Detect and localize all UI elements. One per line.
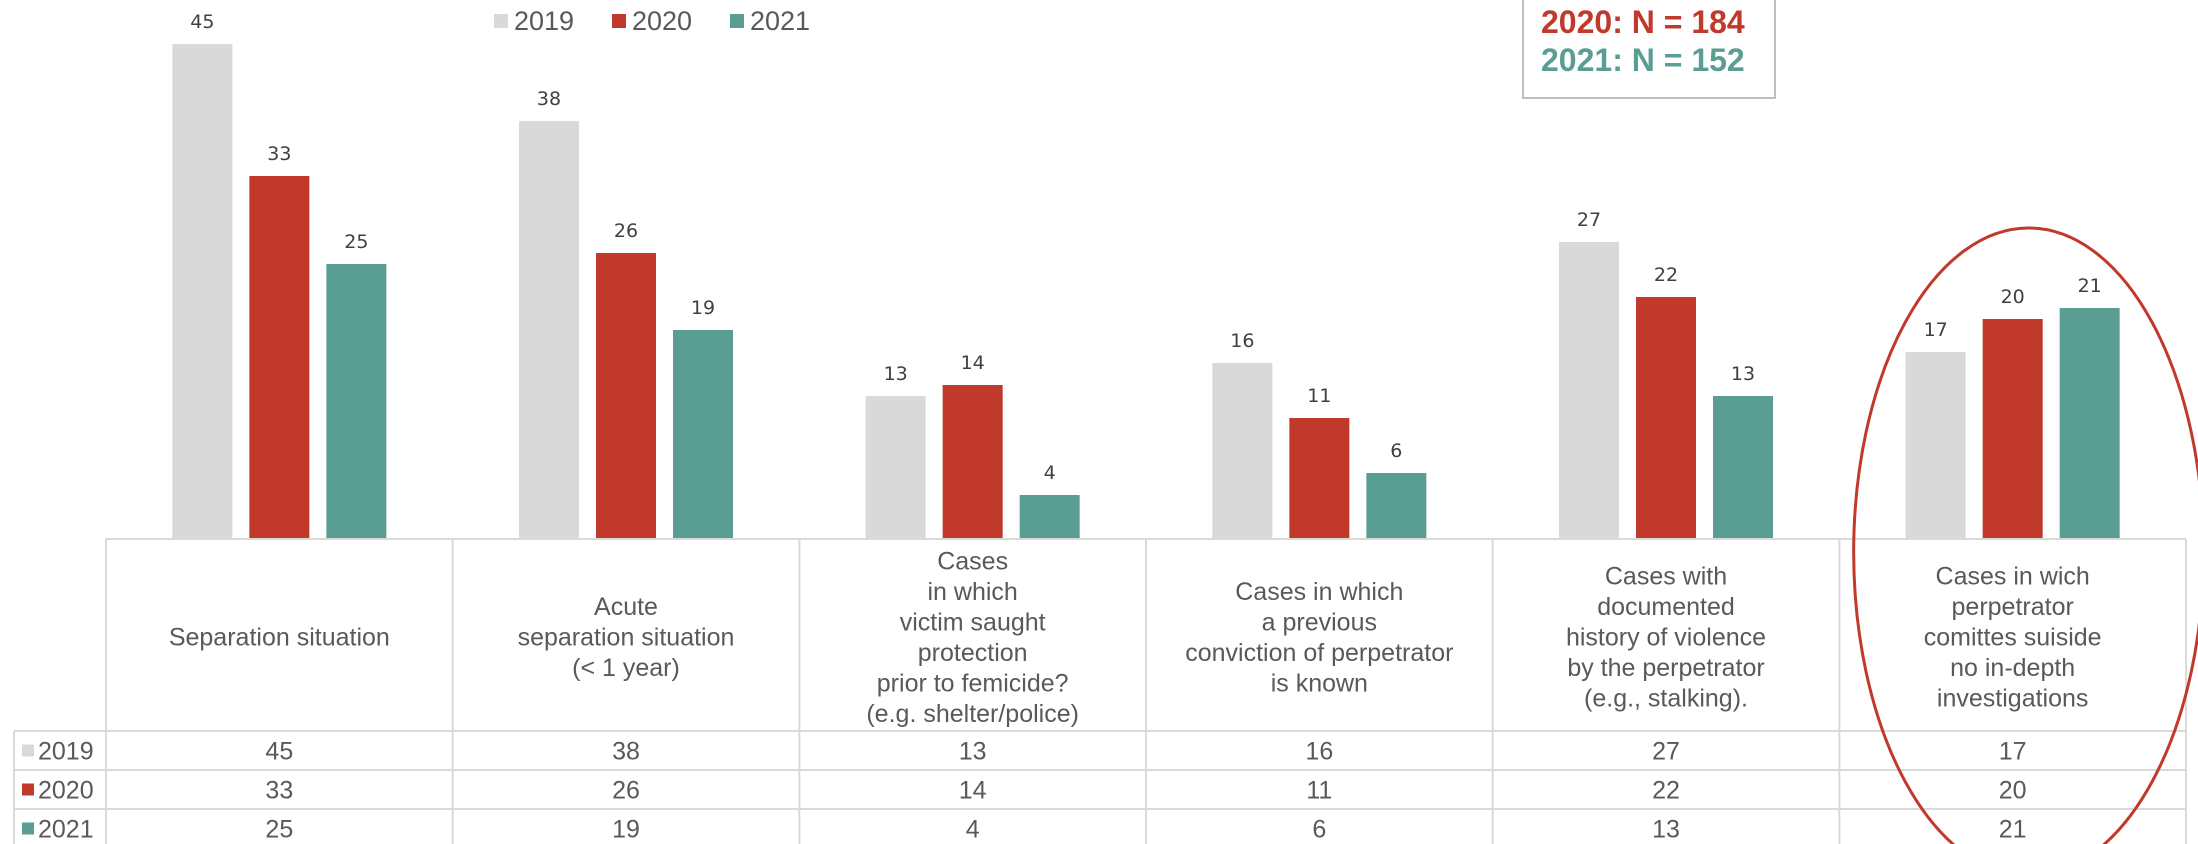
bar-labels-layer: 45 33 25 38 26 19 13 14 4 16 11 6 27 22 13 17 20 21 [190, 11, 2102, 484]
sample-size-2: 2020: N = 184 [1541, 4, 1745, 40]
bar-2020-cat5 [1636, 297, 1696, 539]
bar-2021-cat3 [1019, 495, 1080, 539]
sample-size-3: 2021: N = 152 [1541, 42, 1745, 78]
data-table: Separation situation Acute separation situ… [13, 538, 2187, 844]
table-cell-value: 26 [612, 777, 640, 805]
category-label: Separation situation [169, 624, 390, 652]
table-cell-value: 17 [1999, 738, 2027, 766]
table-cell-value: 13 [1652, 816, 1680, 844]
bar-value-label: 4 [1044, 462, 1056, 484]
highlight-ellipse-layer [1852, 226, 2198, 844]
legend: 2019 2020 2021 [494, 6, 810, 36]
bar-value-label: 16 [1230, 330, 1254, 352]
bar-value-label: 6 [1390, 440, 1402, 462]
bar-value-label: 13 [1731, 363, 1755, 385]
table-cell-value: 45 [265, 738, 293, 766]
sample-size-frame [1522, 0, 1776, 99]
table-cell-value: 27 [1652, 738, 1680, 766]
bar-2019-cat6 [1905, 352, 1966, 539]
bar-value-label: 22 [1654, 264, 1678, 286]
bar-2019-cat3 [865, 396, 926, 539]
row-series-label: 2020 [38, 777, 94, 805]
bar-2020-cat2 [596, 253, 656, 539]
bar-value-label: 26 [614, 220, 638, 242]
category-label: Cases in wich perpetrator comittes suiside… [1924, 563, 2102, 713]
bar-value-label: 19 [691, 297, 715, 319]
row-series-label: 2019 [38, 738, 94, 766]
table-cell-value: 4 [966, 816, 980, 844]
bar-2019-cat1 [172, 44, 233, 539]
row-key-swatch [22, 783, 34, 796]
sample-size-1: 2019: N = 175 [1541, 0, 1745, 2]
highlight-ellipse [1852, 226, 2198, 844]
bar-2021-cat5 [1713, 396, 1773, 539]
table-cell-value: 20 [1999, 777, 2027, 805]
bar-value-label: 20 [2001, 286, 2025, 308]
bar-value-label: 38 [537, 88, 561, 110]
bar-2019-cat4 [1212, 363, 1273, 539]
bars-layer [172, 44, 2120, 539]
legend-swatch-2020 [612, 14, 626, 28]
bar-value-label: 14 [961, 352, 985, 374]
row-series-label: 2021 [38, 816, 94, 844]
table-cell-value: 33 [265, 777, 293, 805]
bar-2020-cat4 [1289, 418, 1350, 539]
legend-label-2019: 2019 [514, 6, 574, 36]
bar-value-label: 17 [1924, 319, 1948, 341]
table-cell-value: 38 [612, 738, 640, 766]
bar-2019-cat2 [519, 121, 579, 539]
legend-label-2021: 2021 [750, 6, 810, 36]
bar-value-label: 33 [267, 143, 291, 165]
table-cell-value: 22 [1652, 777, 1680, 805]
table-cell-value: 11 [1306, 777, 1332, 805]
bar-2020-cat1 [249, 176, 310, 539]
bar-2019-cat5 [1559, 242, 1619, 539]
bar-value-label: 11 [1307, 385, 1331, 407]
bar-2020-cat6 [1982, 319, 2043, 539]
legend-swatch-2019 [494, 14, 508, 28]
bar-2021-cat4 [1366, 473, 1427, 539]
bar-value-label: 27 [1577, 209, 1601, 231]
legend-label-2020: 2020 [632, 6, 692, 36]
table-cell-value: 6 [1312, 816, 1326, 844]
legend-swatch-2021 [730, 14, 744, 28]
bar-value-label: 25 [344, 231, 368, 253]
bar-2021-cat1 [326, 264, 387, 539]
table-cell-value: 13 [959, 738, 987, 766]
category-label: Cases in which a previous conviction of pe… [1185, 578, 1453, 698]
bar-2021-cat2 [673, 330, 733, 539]
bar-value-label: 13 [884, 363, 908, 385]
bar-2020-cat3 [942, 385, 1003, 539]
table-cell-value: 14 [959, 777, 987, 805]
table-cell-value: 19 [612, 816, 640, 844]
row-key-swatch [22, 822, 34, 835]
category-label: Cases in which victim saught protection prio… [866, 547, 1079, 728]
row-key-swatch [22, 744, 34, 757]
bar-value-label: 45 [190, 11, 214, 33]
table-cell-value: 16 [1305, 738, 1333, 766]
table-cell-value: 21 [1999, 816, 2027, 844]
table-cell-value: 25 [265, 816, 293, 844]
category-label: Acute separation situation (< 1 year) [518, 593, 735, 682]
bar-value-label: 21 [2078, 275, 2102, 297]
category-label: Cases with documented history of violence b… [1566, 563, 1766, 713]
bar-2021-cat6 [2059, 308, 2120, 539]
